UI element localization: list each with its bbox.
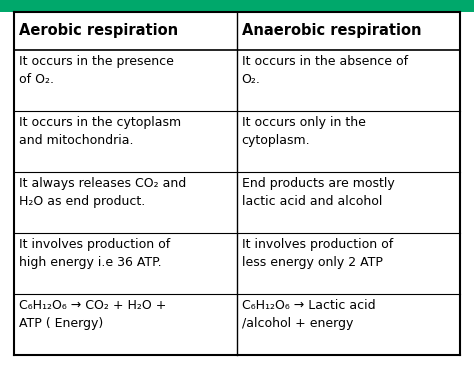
Text: C₆H₁₂O₆ → Lactic acid
/alcohol + energy: C₆H₁₂O₆ → Lactic acid /alcohol + energy [242,299,375,330]
Text: It occurs only in the
cytoplasm.: It occurs only in the cytoplasm. [242,116,365,147]
Text: It involves production of
less energy only 2 ATP: It involves production of less energy on… [242,238,393,269]
Text: It occurs in the absence of
O₂.: It occurs in the absence of O₂. [242,55,408,86]
Text: It occurs in the presence
of O₂.: It occurs in the presence of O₂. [19,55,174,86]
Text: It occurs in the cytoplasm
and mitochondria.: It occurs in the cytoplasm and mitochond… [19,116,181,147]
Text: Aerobic respiration: Aerobic respiration [19,24,178,38]
Text: End products are mostly
lactic acid and alcohol: End products are mostly lactic acid and … [242,177,394,208]
Text: It involves production of
high energy i.e 36 ATP.: It involves production of high energy i.… [19,238,170,269]
Text: It always releases CO₂ and
H₂O as end product.: It always releases CO₂ and H₂O as end pr… [19,177,186,208]
Text: C₆H₁₂O₆ → CO₂ + H₂O +
ATP ( Energy): C₆H₁₂O₆ → CO₂ + H₂O + ATP ( Energy) [19,299,166,330]
Bar [0,0,474,12]
Text: Anaerobic respiration: Anaerobic respiration [242,24,421,38]
